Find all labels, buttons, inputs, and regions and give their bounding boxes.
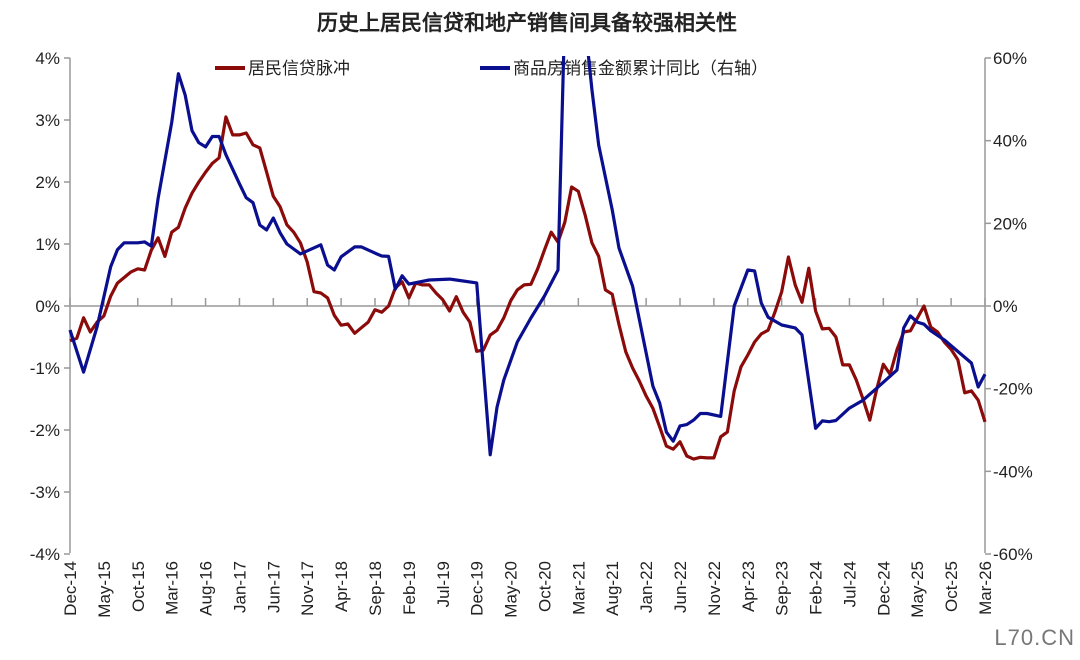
right-axis-tick-label: 40%	[993, 132, 1027, 151]
legend: 居民信贷脉冲 商品房销售金额累计同比（右轴）	[215, 59, 768, 78]
watermark: L70.CN	[994, 625, 1075, 650]
x-axis-tick-label: Sep-18	[366, 561, 385, 616]
x-axis-tick-label: Jul-19	[434, 561, 453, 607]
x-axis-tick-label: Oct-15	[129, 561, 148, 612]
x-axis-tick-label: May-15	[95, 561, 114, 618]
left-axis-tick-label: 2%	[35, 173, 60, 192]
x-axis-tick-label: Aug-21	[603, 561, 622, 616]
left-axis-tick-label: 1%	[35, 235, 60, 254]
right-axis-tick-label: -60%	[993, 545, 1033, 564]
x-axis-tick-label: Nov-22	[705, 561, 724, 616]
left-axis-tick-label: -3%	[30, 483, 60, 502]
x-axis-tick-label: Jun-22	[671, 561, 690, 613]
left-axis-tick-label: -1%	[30, 359, 60, 378]
x-axis-tick-label: Aug-16	[197, 561, 216, 616]
x-axis-tick-label: May-20	[502, 561, 521, 618]
x-axis-tick-label: Dec-19	[468, 561, 487, 616]
x-axis-tick-label: Jun-17	[264, 561, 283, 613]
x-axis-tick-label: Oct-25	[942, 561, 961, 612]
left-axis-tick-label: 0%	[35, 297, 60, 316]
left-axis-tick-label: -4%	[30, 545, 60, 564]
x-axis-tick-label: Jul-24	[840, 561, 859, 607]
x-axis-tick-label: Oct-20	[535, 561, 554, 612]
series-line-credit-pulse	[69, 115, 987, 461]
chart-title: 历史上居民信贷和地产销售间具备较强相关性	[317, 11, 737, 35]
x-axis-tick-label: Jan-22	[637, 561, 656, 613]
x-axis-tick-label: Dec-14	[61, 561, 80, 616]
legend-label-sales: 商品房销售金额累计同比（右轴）	[513, 59, 768, 78]
x-axis-tick-label: Dec-24	[874, 561, 893, 616]
right-axis-tick-label: -40%	[993, 462, 1033, 481]
x-axis-tick-label: Mar-21	[569, 561, 588, 615]
right-axis-tick-label: 20%	[993, 214, 1027, 233]
left-axis-tick-label: -2%	[30, 421, 60, 440]
right-axis-tick-label: 60%	[993, 49, 1027, 68]
x-axis-tick-label: Sep-23	[773, 561, 792, 616]
series-line-sales-yoy	[68, 56, 987, 457]
right-axis-tick-label: 0%	[993, 297, 1018, 316]
x-axis-tick-label: Mar-16	[163, 561, 182, 615]
x-axis-tick-label: Feb-19	[400, 561, 419, 615]
left-axis-tick-label: 3%	[35, 111, 60, 130]
x-axis-tick-label: Nov-17	[298, 561, 317, 616]
legend-label-credit: 居民信贷脉冲	[248, 59, 350, 78]
x-axis-tick-label: Jan-17	[230, 561, 249, 613]
x-axis-tick-label: Mar-26	[976, 561, 995, 615]
left-axis-tick-label: 4%	[35, 49, 60, 68]
x-axis-tick-label: Apr-23	[739, 561, 758, 612]
x-axis-tick-label: Feb-24	[807, 561, 826, 615]
x-axis-tick-label: Apr-18	[332, 561, 351, 612]
right-axis-tick-label: -20%	[993, 380, 1033, 399]
x-axis-tick-label: May-25	[908, 561, 927, 618]
